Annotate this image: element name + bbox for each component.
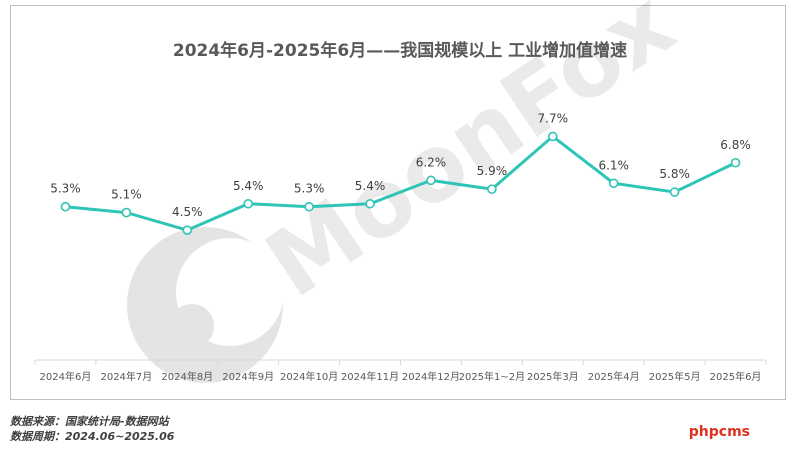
data-label: 6.2% bbox=[416, 155, 447, 169]
data-label: 5.8% bbox=[659, 167, 690, 181]
data-point bbox=[547, 131, 558, 142]
x-tick-label: 2024年9月 bbox=[222, 370, 274, 383]
data-label: 6.8% bbox=[720, 138, 751, 152]
moonfox-logo-icon bbox=[127, 227, 284, 383]
data-point bbox=[365, 198, 375, 209]
data-label: 5.4% bbox=[355, 179, 386, 193]
data-label: 5.4% bbox=[233, 179, 264, 193]
chart-frame bbox=[10, 5, 786, 400]
data-label: 5.3% bbox=[294, 182, 325, 196]
data-point bbox=[121, 207, 132, 218]
x-tick-label: 2024年8月 bbox=[161, 370, 213, 383]
data-point bbox=[243, 198, 254, 209]
data-label: 7.7% bbox=[538, 111, 569, 125]
x-tick-label: 2025年1~2月 bbox=[459, 370, 526, 383]
data-point bbox=[304, 201, 314, 212]
x-tick-label: 2025年4月 bbox=[588, 370, 640, 383]
x-tick-label: 2025年3月 bbox=[527, 370, 579, 383]
data-point bbox=[669, 187, 680, 197]
data-period-note: 数据周期：2024.06~2025.06 bbox=[10, 430, 175, 443]
data-label: 5.3% bbox=[50, 182, 81, 196]
x-axis-labels: 2024年6月 2024年7月 2024年8月 2024年9月 2024年10月 2024… bbox=[40, 370, 762, 383]
data-points bbox=[60, 131, 741, 235]
series-line bbox=[65, 134, 737, 232]
data-point bbox=[60, 201, 71, 212]
x-tick-label: 2024年7月 bbox=[100, 370, 152, 383]
data-label: 5.9% bbox=[477, 164, 508, 178]
site-badge: phpcms bbox=[688, 424, 750, 440]
data-point bbox=[730, 157, 741, 168]
chart-title: 2024年6月-2025年6月——我国规模以上 工业增加值增速 bbox=[172, 41, 628, 61]
data-point bbox=[487, 184, 497, 194]
data-label: 6.1% bbox=[598, 158, 629, 172]
data-labels: 5.3% 5.1% 4.5% 5.4% 5.3% 5.4% 6.2% 5.9% 7.7% 6.1%… bbox=[50, 111, 751, 219]
x-tick-label: 2024年12月 bbox=[402, 370, 460, 383]
data-point bbox=[426, 175, 436, 186]
x-tick-label: 2024年10月 bbox=[280, 370, 338, 383]
x-axis-ticks bbox=[34, 360, 767, 365]
data-label: 5.1% bbox=[111, 188, 142, 202]
data-source-note: 数据来源：国家统计局-数据网站 bbox=[10, 415, 169, 428]
data-point bbox=[608, 178, 619, 189]
data-point bbox=[182, 225, 193, 235]
x-tick-label: 2024年11月 bbox=[341, 370, 399, 383]
data-label: 4.5% bbox=[172, 205, 203, 219]
x-tick-label: 2024年6月 bbox=[40, 370, 92, 383]
x-tick-label: 2025年5月 bbox=[649, 370, 701, 383]
x-tick-label: 2025年6月 bbox=[710, 370, 762, 383]
